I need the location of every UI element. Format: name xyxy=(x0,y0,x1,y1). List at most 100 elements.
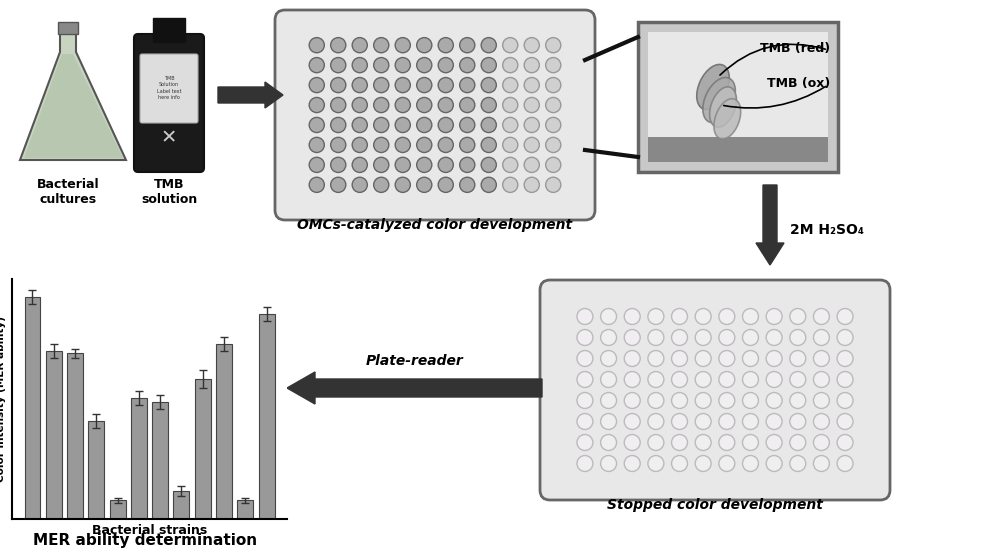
Polygon shape xyxy=(24,54,123,158)
Circle shape xyxy=(438,78,453,93)
Circle shape xyxy=(742,413,758,430)
Bar xyxy=(237,501,253,519)
Circle shape xyxy=(813,372,829,387)
Text: TMB (ox): TMB (ox) xyxy=(767,77,830,90)
Circle shape xyxy=(309,177,324,193)
Circle shape xyxy=(577,309,593,325)
Circle shape xyxy=(374,57,389,73)
Circle shape xyxy=(352,117,367,133)
Circle shape xyxy=(766,330,782,345)
Circle shape xyxy=(790,350,806,367)
Circle shape xyxy=(546,117,561,133)
Circle shape xyxy=(648,330,664,345)
FancyBboxPatch shape xyxy=(140,54,198,123)
Circle shape xyxy=(813,350,829,367)
Circle shape xyxy=(813,435,829,450)
Circle shape xyxy=(624,435,640,450)
Circle shape xyxy=(503,78,518,93)
Circle shape xyxy=(481,137,496,152)
Circle shape xyxy=(672,455,688,472)
Circle shape xyxy=(503,157,518,172)
Circle shape xyxy=(648,372,664,387)
Circle shape xyxy=(481,157,496,172)
Circle shape xyxy=(546,57,561,73)
Circle shape xyxy=(395,117,410,133)
Bar xyxy=(216,344,232,519)
Circle shape xyxy=(790,392,806,408)
Circle shape xyxy=(624,350,640,367)
Circle shape xyxy=(460,98,475,113)
Circle shape xyxy=(331,177,346,193)
Circle shape xyxy=(481,37,496,53)
Circle shape xyxy=(601,309,617,325)
Circle shape xyxy=(309,137,324,152)
Circle shape xyxy=(331,157,346,172)
Ellipse shape xyxy=(697,65,729,109)
Circle shape xyxy=(352,98,367,113)
Circle shape xyxy=(601,413,617,430)
Y-axis label: Color intensity (MER ability): Color intensity (MER ability) xyxy=(0,316,6,482)
Bar xyxy=(152,402,168,519)
Circle shape xyxy=(790,372,806,387)
Circle shape xyxy=(395,78,410,93)
Circle shape xyxy=(624,413,640,430)
Circle shape xyxy=(374,157,389,172)
Circle shape xyxy=(481,177,496,193)
Circle shape xyxy=(719,330,735,345)
Circle shape xyxy=(374,37,389,53)
Circle shape xyxy=(503,98,518,113)
Circle shape xyxy=(790,435,806,450)
Ellipse shape xyxy=(710,87,736,127)
Circle shape xyxy=(503,117,518,133)
Circle shape xyxy=(524,98,539,113)
Circle shape xyxy=(331,57,346,73)
Circle shape xyxy=(648,350,664,367)
Circle shape xyxy=(672,309,688,325)
Circle shape xyxy=(460,57,475,73)
Circle shape xyxy=(460,117,475,133)
Circle shape xyxy=(524,78,539,93)
Bar xyxy=(259,314,275,519)
Circle shape xyxy=(790,413,806,430)
Circle shape xyxy=(577,330,593,345)
Circle shape xyxy=(624,372,640,387)
Circle shape xyxy=(790,455,806,472)
Circle shape xyxy=(352,57,367,73)
Circle shape xyxy=(331,137,346,152)
Circle shape xyxy=(438,117,453,133)
Circle shape xyxy=(438,98,453,113)
Circle shape xyxy=(331,78,346,93)
Circle shape xyxy=(648,309,664,325)
Circle shape xyxy=(374,137,389,152)
Circle shape xyxy=(524,117,539,133)
Text: ✕: ✕ xyxy=(161,128,177,147)
Circle shape xyxy=(672,330,688,345)
Text: OMCs-catalyzed color development: OMCs-catalyzed color development xyxy=(297,218,573,232)
Circle shape xyxy=(813,413,829,430)
Circle shape xyxy=(648,392,664,408)
Circle shape xyxy=(813,309,829,325)
Circle shape xyxy=(460,37,475,53)
Circle shape xyxy=(837,330,853,345)
Circle shape xyxy=(719,372,735,387)
Circle shape xyxy=(813,330,829,345)
Circle shape xyxy=(766,413,782,430)
Circle shape xyxy=(742,392,758,408)
Bar xyxy=(648,32,828,147)
Circle shape xyxy=(719,455,735,472)
Circle shape xyxy=(546,157,561,172)
Circle shape xyxy=(395,57,410,73)
Circle shape xyxy=(766,392,782,408)
Circle shape xyxy=(481,57,496,73)
Circle shape xyxy=(395,37,410,53)
X-axis label: Bacterial strains: Bacterial strains xyxy=(92,525,207,537)
Bar xyxy=(110,501,126,519)
FancyArrow shape xyxy=(756,185,784,265)
Circle shape xyxy=(524,157,539,172)
Circle shape xyxy=(481,98,496,113)
Circle shape xyxy=(309,37,324,53)
Circle shape xyxy=(503,177,518,193)
Circle shape xyxy=(813,392,829,408)
Circle shape xyxy=(672,372,688,387)
Circle shape xyxy=(766,350,782,367)
